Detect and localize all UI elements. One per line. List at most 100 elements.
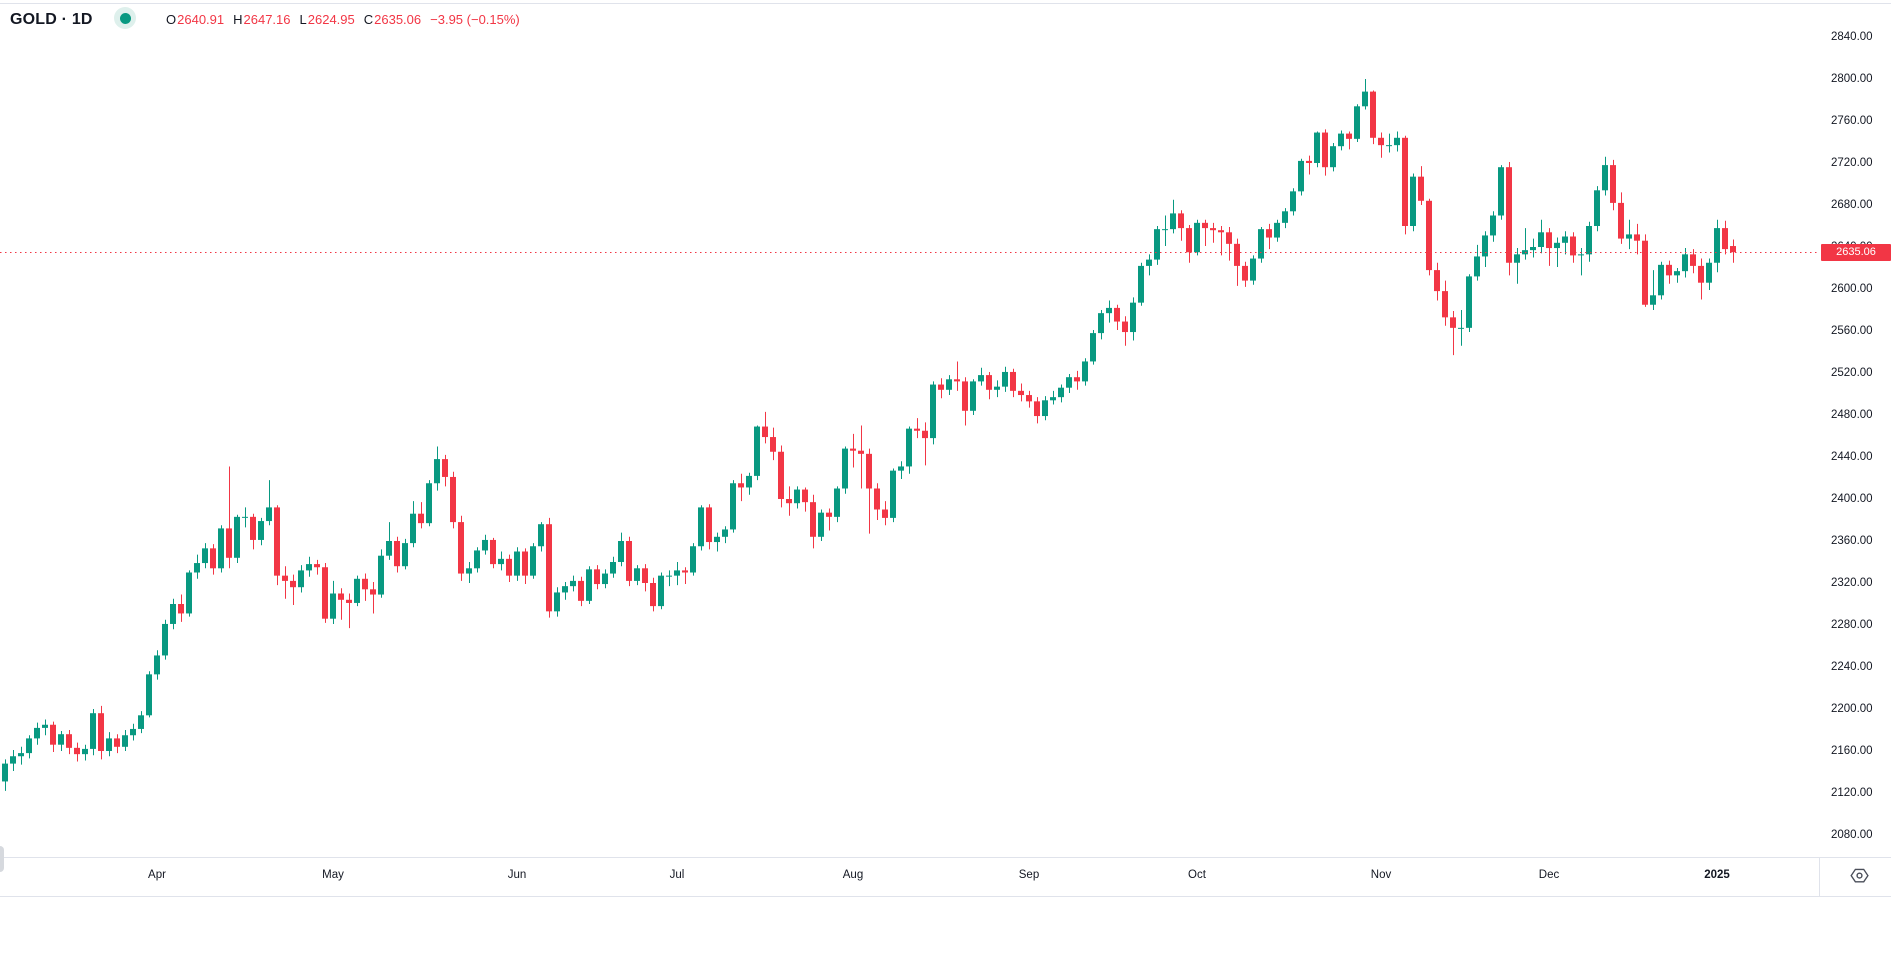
candle[interactable] — [602, 573, 608, 585]
candle[interactable] — [162, 623, 168, 656]
candle[interactable] — [922, 430, 928, 439]
candle[interactable] — [1602, 165, 1608, 191]
candle[interactable] — [1706, 262, 1712, 283]
candle[interactable] — [354, 578, 360, 603]
candle[interactable] — [10, 756, 16, 764]
candle[interactable] — [418, 513, 424, 524]
candle[interactable] — [1578, 254, 1584, 256]
candle[interactable] — [770, 437, 776, 452]
candle[interactable] — [98, 713, 104, 751]
candle[interactable] — [1610, 165, 1616, 203]
candle[interactable] — [1298, 160, 1304, 192]
candle[interactable] — [1122, 321, 1128, 333]
candle[interactable] — [1042, 400, 1048, 417]
candle[interactable] — [1586, 226, 1592, 255]
candle[interactable] — [522, 551, 528, 576]
candle[interactable] — [938, 384, 944, 390]
candle[interactable] — [1690, 254, 1696, 266]
candle[interactable] — [1410, 176, 1416, 226]
candle[interactable] — [1258, 229, 1264, 259]
candle[interactable] — [914, 428, 920, 431]
candle[interactable] — [458, 522, 464, 574]
candle[interactable] — [226, 528, 232, 558]
candle[interactable] — [1658, 264, 1664, 296]
candle[interactable] — [482, 539, 488, 551]
time-axis-label-aug[interactable]: Aug — [842, 869, 864, 881]
candle[interactable] — [1170, 213, 1176, 230]
candle[interactable] — [42, 724, 48, 728]
candle[interactable] — [394, 541, 400, 567]
candle[interactable] — [794, 489, 800, 504]
candle[interactable] — [322, 567, 328, 619]
candle[interactable] — [1346, 133, 1352, 139]
candle[interactable] — [1642, 240, 1648, 305]
candle[interactable] — [1138, 265, 1144, 303]
candle[interactable] — [1442, 291, 1448, 318]
candle[interactable] — [290, 580, 296, 588]
time-axis-label-oct[interactable]: Oct — [1188, 869, 1206, 881]
candle[interactable] — [202, 548, 208, 564]
candle[interactable] — [1002, 371, 1008, 387]
candle[interactable] — [890, 470, 896, 518]
candle[interactable] — [234, 516, 240, 558]
candle[interactable] — [802, 489, 808, 503]
candle[interactable] — [1570, 236, 1576, 256]
candle[interactable] — [1426, 200, 1432, 271]
candle[interactable] — [1546, 232, 1552, 249]
left-edge-grip[interactable] — [0, 846, 4, 872]
candle[interactable] — [754, 426, 760, 476]
candle[interactable] — [1674, 271, 1680, 276]
time-axis-label-nov[interactable]: Nov — [1370, 869, 1392, 881]
candle[interactable] — [1242, 265, 1248, 281]
candle[interactable] — [466, 568, 472, 574]
candle[interactable] — [338, 593, 344, 600]
candle[interactable] — [82, 748, 88, 755]
candle[interactable] — [66, 734, 72, 748]
candle[interactable] — [626, 541, 632, 581]
candle[interactable] — [538, 524, 544, 547]
candle[interactable] — [1490, 215, 1496, 236]
candle[interactable] — [50, 724, 56, 745]
candle[interactable] — [1474, 256, 1480, 277]
candle[interactable] — [178, 604, 184, 614]
candle[interactable] — [1226, 232, 1232, 244]
candle[interactable] — [530, 546, 536, 576]
candle[interactable] — [114, 738, 120, 747]
candle[interactable] — [874, 488, 880, 510]
candle[interactable] — [266, 507, 272, 522]
candle[interactable] — [1098, 313, 1104, 334]
candle[interactable] — [1274, 222, 1280, 238]
candle[interactable] — [1458, 327, 1464, 329]
candle[interactable] — [90, 713, 96, 749]
candle[interactable] — [1106, 307, 1112, 314]
candle[interactable] — [1498, 167, 1504, 216]
candle[interactable] — [1698, 265, 1704, 283]
time-axis-label-jun[interactable]: Jun — [507, 869, 527, 881]
candle[interactable] — [122, 735, 128, 747]
candle[interactable] — [930, 384, 936, 439]
candle[interactable] — [1026, 395, 1032, 402]
candle[interactable] — [1714, 228, 1720, 263]
candle[interactable] — [714, 536, 720, 543]
candle[interactable] — [1082, 361, 1088, 382]
candle[interactable] — [1666, 264, 1672, 276]
candle[interactable] — [1482, 235, 1488, 257]
candle[interactable] — [578, 580, 584, 601]
candle[interactable] — [1386, 145, 1392, 147]
candle[interactable] — [1178, 213, 1184, 229]
candle[interactable] — [618, 541, 624, 562]
candle[interactable] — [698, 507, 704, 547]
candle[interactable] — [562, 586, 568, 593]
candle[interactable] — [1314, 132, 1320, 163]
candle[interactable] — [690, 546, 696, 573]
candle[interactable] — [1418, 176, 1424, 201]
candle[interactable] — [1730, 246, 1736, 253]
candle[interactable] — [346, 599, 352, 603]
time-axis-label-may[interactable]: May — [322, 869, 344, 881]
candle[interactable] — [1626, 234, 1632, 239]
candle[interactable] — [610, 562, 616, 574]
candle[interactable] — [1466, 276, 1472, 328]
candle[interactable] — [170, 604, 176, 624]
candle[interactable] — [250, 516, 256, 540]
candle[interactable] — [1306, 160, 1312, 163]
